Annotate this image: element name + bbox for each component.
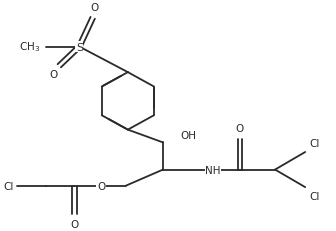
Text: O: O [49,70,57,80]
Text: NH: NH [206,165,221,175]
Text: S: S [76,43,83,52]
Text: Cl: Cl [309,191,320,201]
Text: O: O [90,3,98,13]
Text: Cl: Cl [4,181,14,191]
Text: O: O [70,219,78,229]
Text: O: O [236,124,244,134]
Text: Cl: Cl [309,139,320,149]
Text: O: O [97,181,105,191]
Text: CH$_3$: CH$_3$ [18,40,40,54]
Text: OH: OH [180,131,196,141]
